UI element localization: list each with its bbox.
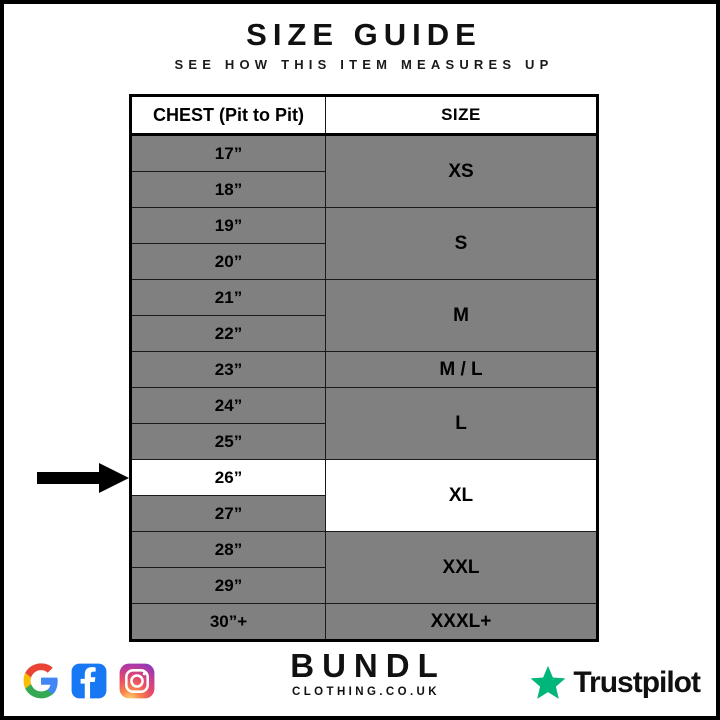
- chest-measurement-cell: 25”: [130, 423, 326, 460]
- chest-measurement-cell: 22”: [130, 315, 326, 352]
- chest-measurement-cell: 28”: [130, 531, 326, 568]
- table-head: CHEST (Pit to Pit) SIZE: [130, 95, 598, 136]
- column-header-size: SIZE: [325, 95, 598, 136]
- facebook-icon[interactable]: [70, 662, 108, 700]
- size-label-cell: XXXL+: [325, 603, 598, 641]
- table-row: 23” M / L: [130, 351, 598, 388]
- table-row: 19” S: [130, 207, 598, 280]
- trustpilot-star-icon: [530, 665, 566, 699]
- size-label-cell: XXL: [325, 531, 598, 604]
- trustpilot-logo[interactable]: Trustpilot: [529, 664, 701, 702]
- table-row: 29”: [130, 567, 598, 604]
- highlight-arrow-icon: [37, 463, 129, 493]
- instagram-icon[interactable]: [118, 662, 156, 700]
- trustpilot-wordmark: Trustpilot: [573, 666, 701, 699]
- table-row: 27”: [130, 495, 598, 532]
- page-subtitle: SEE HOW THIS ITEM MEASURES UP: [174, 57, 554, 72]
- chest-measurement-cell: 18”: [130, 171, 326, 208]
- chest-measurement-cell: 27”: [130, 495, 326, 532]
- page-title: SIZE GUIDE: [246, 17, 482, 52]
- brand-logo: BUNDL CLOTHING.CO.UK: [4, 647, 716, 698]
- brand-domain: CLOTHING.CO.UK: [292, 685, 440, 698]
- column-header-chest: CHEST (Pit to Pit): [130, 95, 326, 136]
- size-label-cell: L: [325, 387, 598, 460]
- table-row: 18”: [130, 171, 598, 208]
- chest-measurement-cell: 20”: [130, 243, 326, 280]
- chest-measurement-cell: 23”: [130, 351, 326, 388]
- size-guide-table: CHEST (Pit to Pit) SIZE 17” XS 18” 19” S 20” 2…: [129, 94, 599, 642]
- size-label-cell: S: [325, 207, 598, 280]
- chest-measurement-cell: 21”: [130, 279, 326, 316]
- table-row: 17” XS: [130, 134, 598, 208]
- table-row: 21” M: [130, 279, 598, 352]
- table-row: 26” XL: [130, 459, 598, 532]
- size-label-cell: XL: [325, 459, 598, 532]
- table-row: 30”+ XXXL+: [130, 603, 598, 641]
- chest-measurement-cell: 29”: [130, 567, 326, 604]
- chest-measurement-cell: 30”+: [130, 603, 326, 641]
- table-header-row: CHEST (Pit to Pit) SIZE: [130, 95, 598, 136]
- chest-measurement-cell: 24”: [130, 387, 326, 424]
- chest-measurement-cell: 26”: [130, 459, 326, 496]
- size-label-cell: M: [325, 279, 598, 352]
- table-row: 28” XXL: [130, 531, 598, 604]
- brand-name: BUNDL: [290, 647, 446, 684]
- google-icon[interactable]: [22, 662, 60, 700]
- table-body: 17” XS 18” 19” S 20” 21” M 22” 23” M / L 24” L 25” 26”…: [130, 134, 598, 641]
- table-row: 24” L: [130, 387, 598, 460]
- size-label-cell: XS: [325, 134, 598, 208]
- social-icons: [22, 662, 156, 700]
- table-row: 25”: [130, 423, 598, 460]
- chest-measurement-cell: 19”: [130, 207, 326, 244]
- size-label-cell: M / L: [325, 351, 598, 388]
- chest-measurement-cell: 17”: [130, 134, 326, 172]
- table-row: 20”: [130, 243, 598, 280]
